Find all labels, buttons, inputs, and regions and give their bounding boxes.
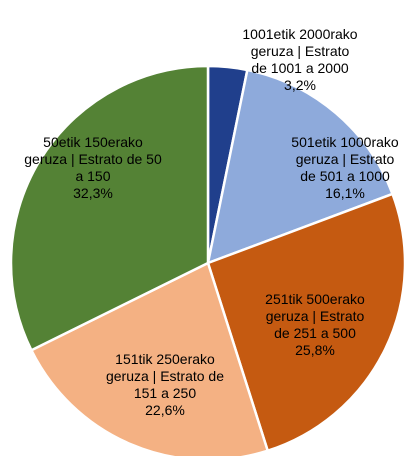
pie-slice <box>9 64 210 352</box>
pie-slice <box>206 68 395 265</box>
data-label: 151tik 250erako geruza | Estrato de 151 … <box>100 351 230 419</box>
category-label: 501etik 1000rako geruza | Estrato de 501… <box>291 134 399 184</box>
category-label: 151tik 250erako geruza | Estrato de 151 … <box>105 351 225 401</box>
value-label: 22,6% <box>145 402 185 418</box>
data-label: 501etik 1000rako geruza | Estrato de 501… <box>290 134 400 202</box>
value-label: 25,8% <box>295 342 335 358</box>
data-label: 251tik 500erako geruza | Estrato de 251 … <box>256 291 374 359</box>
category-label: 50etik 150erako geruza | Estrato de 50 a… <box>24 134 162 184</box>
pie-slice <box>206 192 407 453</box>
value-label: 3,2% <box>284 77 316 93</box>
value-label: 32,3% <box>73 185 113 201</box>
value-label: 16,1% <box>325 185 365 201</box>
pie-slice <box>29 261 270 456</box>
data-label: 1001etik 2000rako geruza | Estrato de 10… <box>241 26 359 94</box>
category-label: 251tik 500erako geruza | Estrato de 251 … <box>265 291 365 341</box>
category-label: 1001etik 2000rako geruza | Estrato de 10… <box>242 26 358 76</box>
data-label: 50etik 150erako geruza | Estrato de 50 a… <box>23 134 163 202</box>
